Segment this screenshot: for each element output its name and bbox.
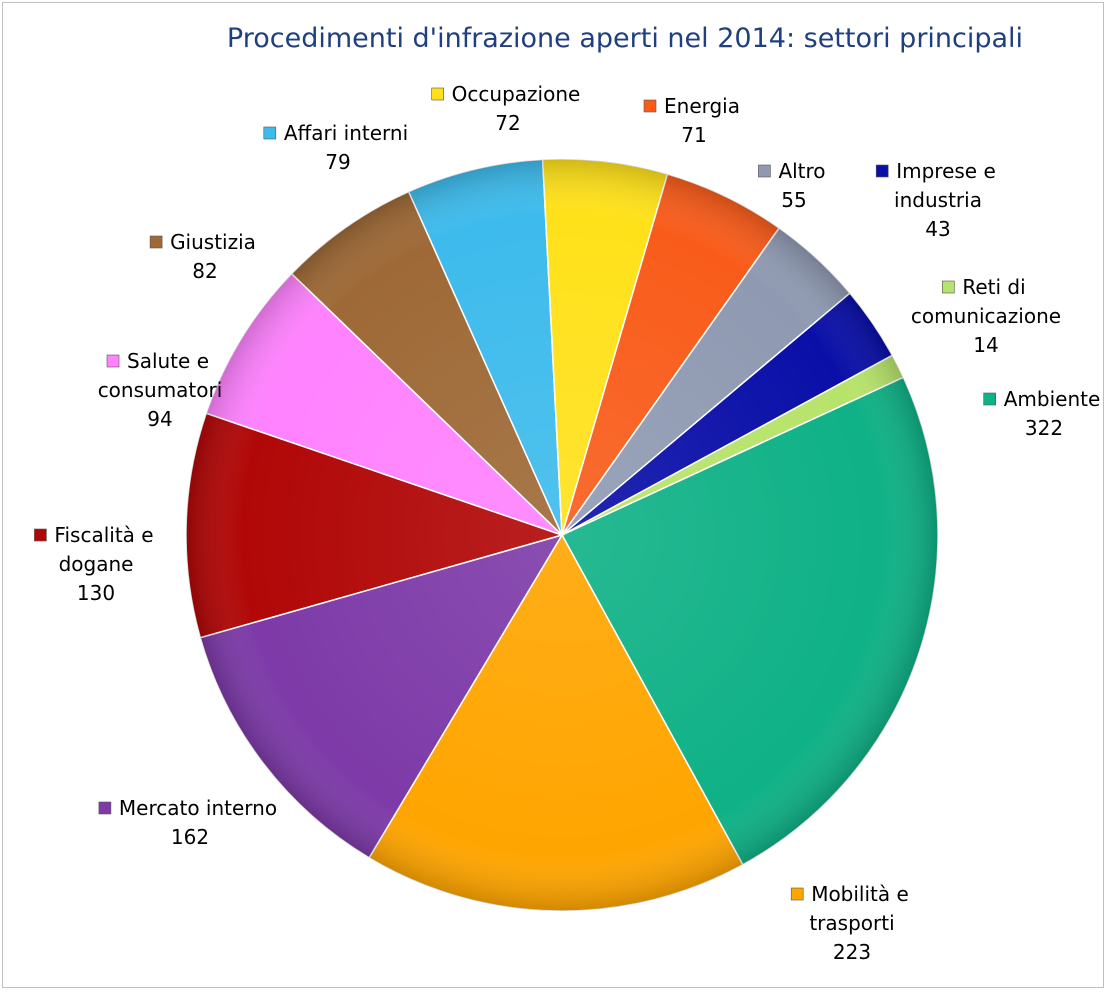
slice-label-text: Giustizia <box>170 230 256 254</box>
chart-title: Procedimenti d'infrazione aperti nel 201… <box>227 23 1023 54</box>
slice-value: 82 <box>192 259 217 283</box>
legend-marker <box>431 87 445 101</box>
slice-label: Altro 55 <box>758 159 826 212</box>
legend-marker <box>263 126 277 140</box>
slice-label-text: dogane <box>59 552 134 576</box>
legend-marker <box>643 99 657 113</box>
legend-marker <box>790 887 804 901</box>
slice-label-text: Imprese e <box>896 159 996 183</box>
slice-label-text: comunicazione <box>911 304 1061 328</box>
slice-label: Affari interni 79 <box>263 121 408 174</box>
slice-value: 130 <box>77 581 115 605</box>
slice-value: 14 <box>973 333 998 357</box>
slice-value: 162 <box>171 825 209 849</box>
pie-slices <box>185 158 939 912</box>
slice-label-text: Affari interni <box>284 121 408 145</box>
legend-marker <box>758 164 771 178</box>
slice-value: 322 <box>1025 416 1063 440</box>
slice-label: Mobilità e trasporti 223 <box>790 882 909 964</box>
slice-value: 94 <box>147 407 172 431</box>
slice-label: Fiscalità e dogane 130 <box>34 523 154 605</box>
legend-marker <box>98 801 112 815</box>
slice-label: Giustizia 82 <box>149 230 256 283</box>
slice-label-text: Occupazione <box>452 82 581 106</box>
slice-label: Occupazione 72 <box>431 82 581 135</box>
slice-label-text: Reti di <box>962 275 1025 299</box>
slice-label: Salute e consumatori 94 <box>98 349 223 431</box>
slice-label-text: trasporti <box>809 911 894 935</box>
slice-label-text: Fiscalità e <box>54 523 153 547</box>
legend-marker <box>983 392 997 406</box>
slice-label-text: Altro <box>778 159 825 183</box>
slice-label-text: Salute e <box>127 349 209 373</box>
legend-marker <box>106 354 120 368</box>
slice-label-text: Energia <box>664 94 740 118</box>
slice-label: Energia 71 <box>643 94 740 147</box>
slice-label-text: consumatori <box>98 378 223 402</box>
slice-value: 71 <box>681 123 706 147</box>
slice-value: 223 <box>833 940 871 964</box>
slice-label: Ambiente 322 <box>983 387 1101 440</box>
slice-label-text: Mercato interno <box>119 796 277 820</box>
legend-marker <box>941 280 955 294</box>
legend-marker <box>34 528 47 542</box>
legend-marker <box>875 164 889 178</box>
slice-label: Imprese e industria 43 <box>875 159 996 241</box>
slice-value: 55 <box>781 188 806 212</box>
slice-label-text: Mobilità e <box>811 882 909 906</box>
slice-labels: Ambiente 322 Mobilità e trasporti 223 Mercato… <box>34 82 1100 964</box>
slice-value: 79 <box>325 150 350 174</box>
slice-label: Reti di comunicazione 14 <box>911 275 1061 357</box>
slice-value: 72 <box>495 111 520 135</box>
slice-label: Mercato interno 162 <box>98 796 277 849</box>
slice-label-text: industria <box>894 188 982 212</box>
legend-marker <box>149 235 163 249</box>
slice-value: 43 <box>925 217 950 241</box>
slice-label-text: Ambiente <box>1004 387 1101 411</box>
